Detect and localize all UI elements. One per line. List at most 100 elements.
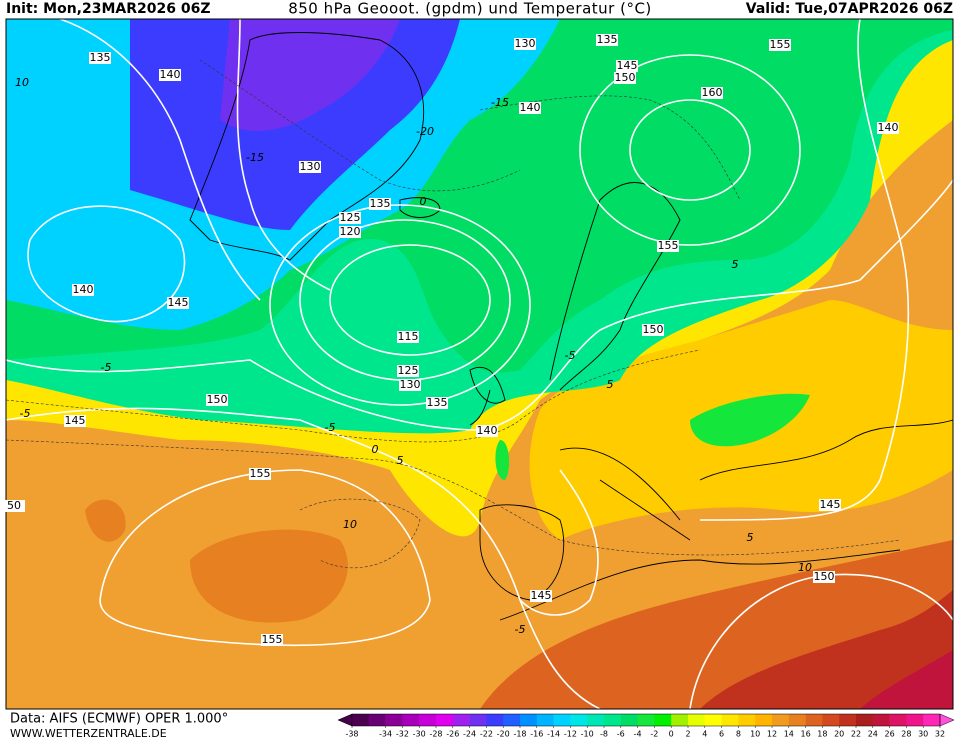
contour-label-bg (249, 468, 271, 480)
colorbar-tick-label: 16 (801, 730, 811, 739)
colorbar-tick-label: 18 (817, 730, 827, 739)
contour-line (579, 54, 801, 246)
isotherm-label: 0 (372, 443, 379, 456)
colorbar-tick-label: 28 (901, 730, 911, 739)
field-green-balkan (690, 393, 810, 447)
isotherm (479, 95, 741, 201)
field-red-africa (700, 590, 953, 709)
contour-label: 160 (702, 86, 723, 99)
coast-black-sea (699, 419, 953, 481)
colorbar-swatch (721, 714, 739, 726)
colorbar-swatch (856, 714, 874, 726)
contour-label: 150 (615, 71, 636, 84)
field-purple (220, 19, 400, 131)
contour-line (59, 19, 261, 301)
colorbar-tick-label: -24 (463, 730, 476, 739)
contour-label-bg (399, 379, 421, 391)
colorbar-tick-label: -30 (413, 730, 426, 739)
contour-label: 145 (820, 498, 841, 511)
coast-north-africa (499, 549, 901, 621)
contour-label: 130 (400, 378, 421, 391)
colorbar-swatch (906, 714, 924, 726)
field-orange-atlantic (190, 529, 348, 623)
isotherm-label: -5 (325, 421, 336, 434)
contour-label-bg (514, 38, 536, 50)
colorbar-tick-label: 12 (767, 730, 777, 739)
contour-line (269, 204, 531, 406)
colorbar-swatch (604, 714, 622, 726)
colorbar-swatch (805, 714, 823, 726)
colorbar-swatch (486, 714, 504, 726)
init-time: Init: Mon,23MAR2026 06Z (6, 1, 210, 17)
contour-label-bg (476, 425, 498, 437)
contour-label-bg (701, 87, 723, 99)
contour-label-bg (769, 39, 791, 51)
contour-label-bg (206, 394, 228, 406)
contour-line (236, 19, 331, 291)
isotherm (299, 498, 421, 569)
colorbar-tick-label: -34 (379, 730, 392, 739)
contour-label: 125 (398, 364, 419, 377)
contour-label: 155 (658, 239, 679, 252)
colorbar-swatch (755, 714, 773, 726)
colorbar: -38 -34 -32 -30 -28 -26 -24 -22 -20 -18 -16 -14 -12-… (337, 713, 955, 739)
contour-label-bg (614, 72, 636, 84)
colorbar-swatch (570, 714, 588, 726)
contour-label: 130 (515, 37, 536, 50)
colorbar-swatch (402, 714, 420, 726)
colorbar-tick-label: -8 (600, 730, 608, 739)
colorbar-swatch (503, 714, 521, 726)
contour-label-bg (519, 102, 541, 114)
contour-label: 150 (643, 323, 664, 336)
colorbar-swatch (688, 714, 706, 726)
colorbar-tick-label: -16 (530, 730, 543, 739)
contour-label-bg (813, 571, 835, 583)
contour-label-bg (339, 226, 361, 238)
contour-line (27, 205, 186, 323)
isotherm (6, 349, 701, 443)
colorbar-swatch (704, 714, 722, 726)
colorbar-frame (351, 713, 941, 727)
contour-line (519, 469, 599, 616)
colorbar-tick-label: 24 (868, 730, 878, 739)
contour-label: 115 (398, 330, 419, 343)
map-title: 850 hPa Geooot. (gpdm) und Temperatur (°… (288, 0, 652, 18)
contour-label-bg (426, 397, 448, 409)
colorbar-tick-label: -28 (429, 730, 442, 739)
colorbar-tick-label: -26 (446, 730, 459, 739)
colorbar-tick-label: -10 (581, 730, 594, 739)
colorbar-swatch (671, 714, 689, 726)
map-frame (5, 18, 954, 710)
contour-label: 130 (300, 160, 321, 173)
isotherm-label: 5 (747, 531, 754, 544)
isotherm-label: 5 (397, 454, 404, 467)
isotherm (6, 439, 901, 556)
colorbar-tick-label: -32 (396, 730, 409, 739)
contour-line (6, 407, 601, 709)
contour-label-bg (339, 212, 361, 224)
colorbar-swatch (452, 714, 470, 726)
contour-line (329, 244, 491, 356)
contour-label: 135 (427, 396, 448, 409)
colorbar-tick-label: 22 (851, 730, 861, 739)
colorbar-swatch (520, 714, 538, 726)
colorbar-swatch (368, 714, 386, 726)
colorbar-swatch (352, 714, 370, 726)
header-bar (0, 0, 959, 19)
colorbar-tick-label: 14 (784, 730, 794, 739)
contour-label: 140 (73, 283, 94, 296)
colorbar-tick-label: 8 (736, 730, 741, 739)
field-blue (130, 19, 460, 230)
contour-label-bg (397, 331, 419, 343)
contour-label-bg (397, 365, 419, 377)
colorbar-swatch (822, 714, 840, 726)
colorbar-tick-label: -4 (634, 730, 642, 739)
field-magenta-corner (860, 650, 953, 709)
contour-label: 140 (477, 424, 498, 437)
contour-label-bg (657, 240, 679, 252)
isotherm-label: 10 (798, 561, 812, 574)
isotherm-label: 5 (732, 258, 739, 271)
colorbar-tick-label: -2 (650, 730, 658, 739)
contour-label-bg (819, 499, 841, 511)
